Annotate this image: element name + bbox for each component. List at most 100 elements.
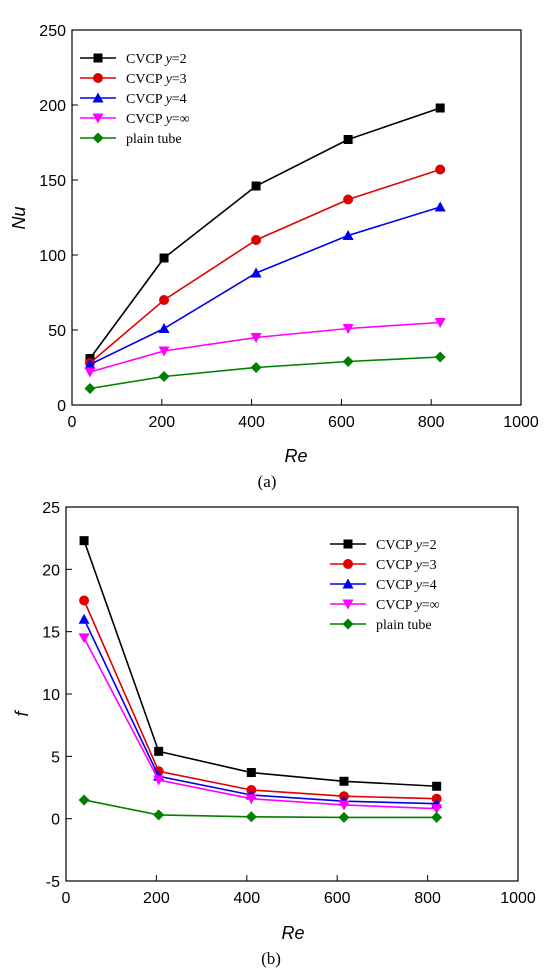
legend-label-3: CVCP y=∞ [376, 598, 440, 613]
legend-marker-3 [92, 113, 104, 124]
y-tick-label: 10 [42, 687, 60, 704]
data-point-4-3 [342, 356, 354, 367]
data-point-3-3 [342, 324, 354, 334]
x-tick-label: 1000 [503, 414, 539, 431]
legend-marker-3 [342, 599, 354, 610]
y-tick-label: 50 [48, 323, 66, 340]
x-tick-label: 400 [233, 890, 260, 907]
y-tick-label: 150 [39, 173, 66, 190]
chart-a: 0 200 400 600 800 1000 0 50 100 150 200 250 CVCP y=… [9, 23, 539, 490]
data-point-0-3 [339, 776, 349, 786]
data-point-4-1 [158, 371, 170, 382]
x-tick-label: 600 [324, 890, 351, 907]
series-line-4 [89, 356, 441, 390]
plot-frame [71, 29, 522, 406]
legend-marker-4 [342, 618, 354, 630]
panel-label-b: (b) [261, 949, 281, 968]
data-point-4-2 [245, 811, 257, 823]
y-tick-label: 0 [57, 398, 66, 415]
legend-marker-4 [92, 132, 104, 144]
plot-a-series [84, 103, 446, 394]
data-point-0-0 [79, 536, 89, 546]
y-tick-label: 25 [42, 500, 60, 517]
data-point-2-3 [342, 230, 354, 240]
data-point-3-0 [78, 633, 90, 644]
plot-b-series [78, 536, 443, 823]
plot-a-legend: CVCP y=2 CVCP y=3 CVCP y=4 CVCP y=∞ plain tu… [80, 52, 190, 147]
data-point-2-2 [250, 267, 262, 278]
data-point-0-3 [343, 135, 353, 144]
data-point-1-4 [435, 164, 446, 175]
y-axis-label-b: f [12, 710, 32, 717]
data-point-3-1 [158, 346, 170, 357]
data-point-3-2 [250, 333, 262, 343]
data-point-2-0 [78, 613, 90, 624]
legend-label-1: CVCP y=3 [376, 558, 437, 573]
y-tick-label: 200 [39, 98, 66, 115]
data-point-2-1 [158, 323, 170, 333]
legend-label-2: CVCP y=4 [126, 92, 187, 107]
data-point-0-2 [246, 768, 256, 778]
plot-a-axes: 0 200 400 600 800 1000 0 50 100 150 200 250 [39, 23, 539, 431]
y-tick-label: 20 [42, 562, 60, 579]
data-point-3-0 [84, 367, 96, 378]
data-point-0-1 [154, 746, 164, 756]
legend-marker-2 [342, 578, 354, 589]
x-tick-label: 200 [143, 890, 170, 907]
series-line-2 [89, 206, 441, 366]
y-tick-label: 100 [39, 248, 66, 265]
panel-label-a: (a) [258, 472, 277, 490]
legend-label-4: plain tube [126, 132, 182, 147]
legend-label-2: CVCP y=4 [376, 578, 437, 593]
data-point-4-0 [84, 383, 96, 394]
data-point-1-1 [159, 295, 170, 305]
data-point-4-2 [250, 362, 262, 373]
x-tick-label: 600 [328, 414, 355, 431]
x-tick-label: 200 [148, 414, 175, 431]
legend-label-4: plain tube [376, 618, 432, 633]
y-tick-label: 15 [42, 625, 60, 642]
x-tick-label: 1000 [500, 890, 536, 907]
x-tick-label: 800 [418, 414, 445, 431]
y-tick-label: 0 [51, 812, 60, 829]
y-tick-label: -5 [46, 874, 60, 891]
legend-marker-1 [343, 559, 353, 569]
y-tick-label: 5 [51, 749, 60, 766]
legend-marker-2 [92, 92, 104, 103]
data-point-4-0 [78, 794, 90, 806]
data-point-3-4 [434, 318, 446, 328]
series-line-2 [83, 618, 437, 805]
x-axis-label-b: Re [281, 923, 304, 943]
data-point-1-0 [79, 595, 90, 606]
x-tick-label: 0 [68, 414, 77, 431]
data-point-0-1 [159, 253, 169, 263]
plot-frame [65, 506, 519, 882]
data-point-2-4 [434, 201, 446, 212]
data-point-4-4 [431, 811, 443, 823]
series-line-3 [89, 321, 441, 373]
legend-marker-0 [343, 539, 353, 549]
data-point-2-0 [84, 359, 96, 369]
data-point-0-2 [251, 181, 261, 191]
x-tick-label: 800 [414, 890, 441, 907]
data-point-3-1 [153, 775, 165, 786]
x-tick-label: 400 [238, 414, 265, 431]
legend-label-0: CVCP y=2 [376, 538, 437, 553]
data-point-0-4 [432, 781, 442, 791]
data-point-4-1 [153, 809, 165, 821]
plot-b-legend: CVCP y=2 CVCP y=3 CVCP y=4 CVCP y=∞ plain tu… [330, 538, 440, 633]
data-point-4-4 [434, 351, 446, 363]
data-point-3-3 [338, 800, 350, 811]
legend-label-0: CVCP y=2 [126, 52, 187, 67]
data-point-1-3 [343, 194, 354, 205]
data-point-1-2 [251, 235, 262, 245]
y-tick-label: 250 [39, 23, 66, 40]
data-point-3-4 [431, 804, 443, 815]
x-tick-label: 0 [62, 890, 71, 907]
legend-label-1: CVCP y=3 [126, 72, 187, 87]
series-line-1 [89, 168, 441, 364]
legend-marker-1 [93, 73, 103, 83]
data-point-4-3 [338, 811, 350, 823]
